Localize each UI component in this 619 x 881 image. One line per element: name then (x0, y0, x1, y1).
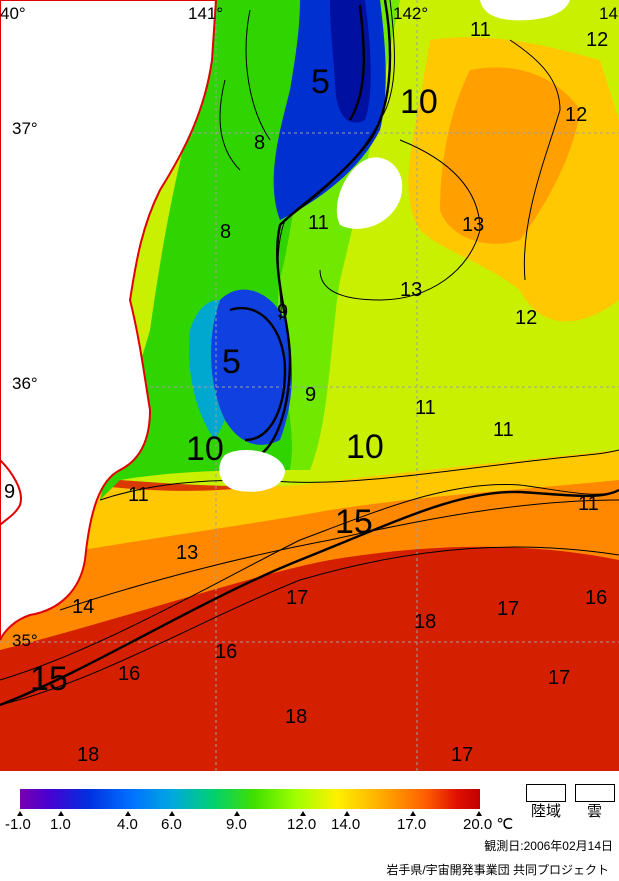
scale-tick (17, 811, 23, 816)
contour-label: 18 (285, 706, 308, 728)
sea-surface-temperature-map (0, 0, 619, 771)
cloud-north[interactable] (336, 157, 403, 229)
contour-label: 13 (400, 279, 423, 301)
lon-label-141: 141° (188, 4, 224, 23)
orange-band (0, 470, 619, 650)
contour-label: 11 (308, 212, 329, 234)
contour-label: 13 (176, 542, 199, 564)
contour-label: 11 (415, 397, 436, 419)
scale-label: 6.0 (161, 816, 182, 833)
scale-label: 4.0 (117, 816, 138, 833)
contour-label: 5 (311, 63, 330, 101)
contour-label: 10 (346, 428, 384, 466)
scale-label: 12.0 (287, 816, 317, 833)
contour-label: 17 (548, 667, 571, 689)
contour-label: 16 (215, 641, 238, 663)
scale-tick (58, 811, 64, 816)
lat-label-35: 35° (12, 631, 38, 650)
scale-tick (476, 811, 482, 816)
contour-label: 12 (565, 104, 588, 126)
contour-label: 11 (128, 484, 149, 506)
contour-label: 17 (286, 587, 309, 609)
land-key-label: 陸域 (531, 803, 562, 820)
cloud-north-edge[interactable] (480, 0, 570, 21)
contour-label: 8 (254, 132, 266, 154)
observation-date: 観測日:2006年02月14日 (484, 839, 613, 853)
contour-label: 13 (462, 214, 485, 236)
lon-label-143: 14 (599, 4, 618, 23)
credit-text: 岩手県/宇宙開発事業団 共同プロジェクト (386, 863, 609, 877)
cold-water-south (210, 289, 292, 445)
land-key-swatch (526, 784, 566, 802)
lon-label-140: 40° (0, 4, 26, 23)
contour-label: 12 (586, 29, 609, 51)
contour-label: 11 (578, 493, 599, 515)
contour-label: 18 (414, 611, 437, 633)
scale-tick (410, 811, 416, 816)
scale-tick (300, 811, 306, 816)
cloud-key-swatch (575, 784, 615, 802)
contour-label: 9 (305, 384, 317, 406)
cloud-key-label: 雲 (587, 803, 603, 820)
scale-label: 14.0 (331, 816, 361, 833)
contour-label: 17 (451, 744, 474, 766)
lat-label-36: 36° (12, 374, 38, 393)
contour-label: 9 (277, 301, 289, 323)
contour-label: 16 (585, 587, 608, 609)
boso-peninsula-land[interactable] (0, 458, 22, 527)
isotherm-lines (0, 0, 619, 706)
contour-label: 18 (77, 744, 100, 766)
contour-label: 17 (497, 598, 520, 620)
temperature-color-bar (20, 789, 480, 809)
lat-label-37: 37° (12, 119, 38, 138)
isotherm-5-north (348, 4, 365, 121)
scale-label: 1.0 (50, 816, 71, 833)
scale-tick (234, 811, 240, 816)
scale-label: 9.0 (226, 816, 247, 833)
isotherm-15 (0, 488, 619, 707)
contour-label: 14 (72, 596, 95, 618)
scale-label: 20.0 ℃ (463, 816, 514, 833)
contour-label: 10 (186, 430, 224, 468)
isotherm-10 (259, 0, 392, 456)
lon-label-142: 142° (393, 4, 429, 23)
warm-tongue-core (440, 67, 580, 244)
scale-tick (344, 811, 350, 816)
contour-label: 16 (118, 663, 141, 685)
contour-label: 15 (335, 503, 373, 541)
scale-tick (125, 811, 131, 816)
scale-label: -1.0 (5, 816, 31, 833)
scale-tick (169, 811, 175, 816)
scale-label: 17.0 (397, 816, 427, 833)
contour-label: 9 (4, 481, 16, 503)
honshu-land[interactable] (0, 0, 218, 641)
contour-label: 10 (400, 83, 438, 121)
legend-panel: -1.0 1.0 4.0 6.0 9.0 12.0 14.0 17.0 20.0… (0, 771, 619, 881)
contour-label: 11 (493, 419, 514, 441)
hot-water-region (0, 530, 619, 771)
cloud-south[interactable] (219, 450, 285, 492)
contour-label: 12 (515, 307, 538, 329)
contour-label: 5 (222, 343, 241, 381)
contour-label: 11 (470, 19, 491, 41)
contour-label: 15 (30, 660, 68, 698)
yellow-band (0, 440, 619, 565)
contour-label: 8 (220, 221, 232, 243)
isotherm-5-south (229, 307, 287, 442)
